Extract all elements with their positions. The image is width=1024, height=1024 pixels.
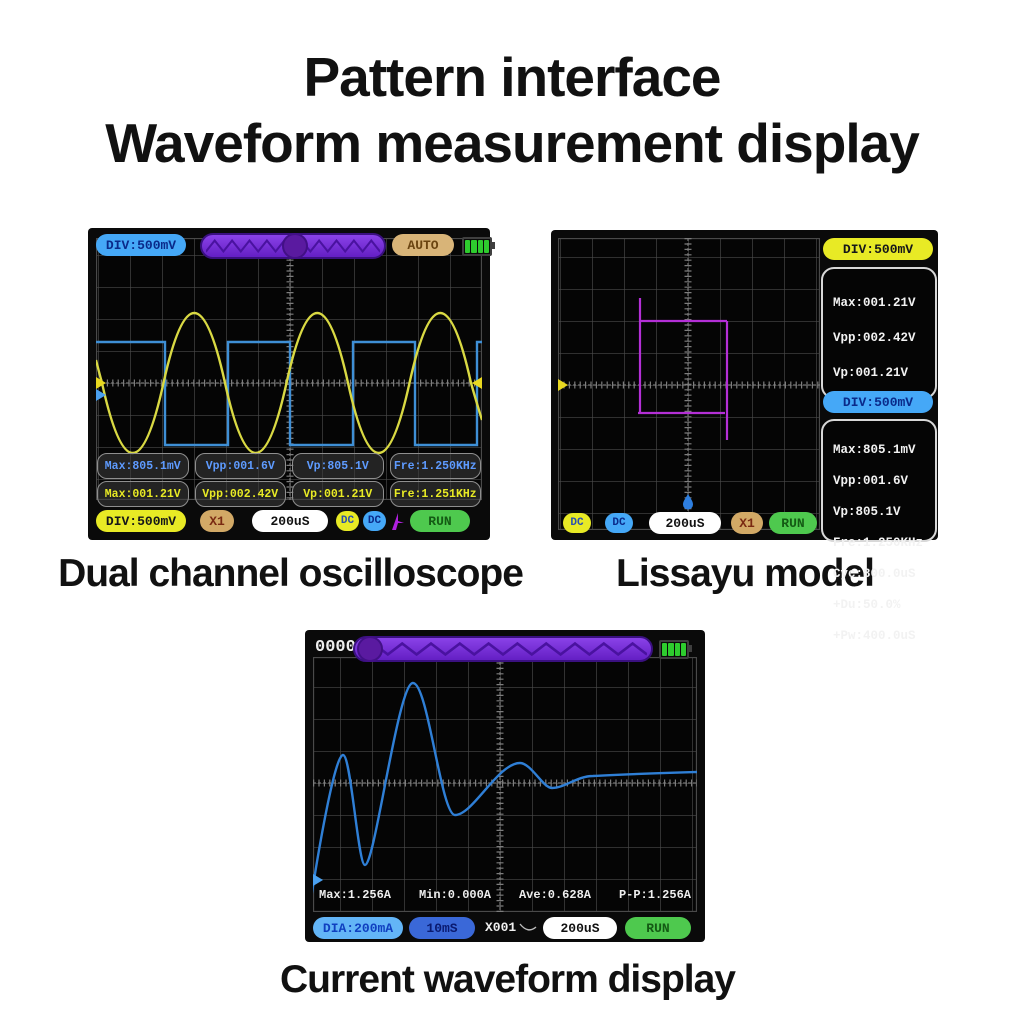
scope3-counter: 0000 bbox=[315, 638, 356, 657]
measurement-box: Vpp:002.42V bbox=[194, 481, 286, 507]
stat-line: Max:805.1mV bbox=[833, 442, 916, 457]
scope2-run-button[interactable]: RUN bbox=[769, 512, 817, 534]
current-waveform bbox=[313, 681, 697, 894]
ch1-level-marker-icon bbox=[96, 389, 106, 401]
scope2-timebase-button[interactable]: 200uS bbox=[649, 512, 721, 534]
scope2-x1-button[interactable]: X1 bbox=[731, 512, 763, 534]
lissajous-oscilloscope-screen: DIV:500mV Max:001.21V Vpp:002.42V Vp:001… bbox=[551, 230, 938, 643]
scope1-ch2-coupling-button[interactable]: DC bbox=[336, 511, 359, 531]
scope2-graticule-and-pattern bbox=[558, 238, 820, 530]
scope3-timebase2-button[interactable]: 200uS bbox=[543, 917, 617, 939]
scope2-ch2-volts-div-badge[interactable]: DIV:500mV bbox=[823, 238, 933, 260]
current-waveform-screen: 0000 Max:1.256A Min:0.000A Ave:0.628A P-… bbox=[305, 630, 705, 942]
measurement-box: Max:805.1mV bbox=[97, 453, 189, 479]
scope1-ch1-measurements: Max:805.1mV Vpp:001.6V Vp:805.1V Fre:1.2… bbox=[94, 453, 484, 479]
scope3-timebase1-button[interactable]: 10mS bbox=[409, 917, 475, 939]
measurement: P-P:1.256A bbox=[618, 888, 691, 902]
measurement-box: Vp:001.21V bbox=[292, 481, 384, 507]
scope3-multiplier-label: X001 bbox=[485, 920, 537, 935]
current-level-marker-icon bbox=[313, 874, 323, 886]
scope1-timebase-button[interactable]: 200uS bbox=[252, 510, 328, 532]
measurement-box: Fre:1.251KHz bbox=[389, 481, 481, 507]
scope3-measurements: Max:1.256A Min:0.000A Ave:0.628A P-P:1.2… bbox=[319, 888, 691, 902]
scope2-ch1-measurement-panel: Max:805.1mV Vpp:001.6V Vp:805.1V Fre:1.2… bbox=[821, 419, 937, 643]
scope2-ch1-coupling-button[interactable]: DC bbox=[605, 513, 633, 533]
scope2-ch2-coupling-button[interactable]: DC bbox=[563, 513, 591, 533]
scope1-x1-button[interactable]: X1 bbox=[200, 510, 234, 532]
scope1-caption: Dual channel oscilloscope bbox=[58, 552, 524, 595]
scope3-slider-knob[interactable] bbox=[357, 636, 383, 662]
battery-icon bbox=[659, 640, 692, 659]
stat-line: +Pw:400.0uS bbox=[833, 628, 916, 643]
battery-icon bbox=[462, 237, 495, 256]
scope1-horizontal-position-slider[interactable] bbox=[200, 233, 386, 259]
trigger-droplet-icon bbox=[683, 494, 693, 510]
scope3-caption: Current waveform display bbox=[280, 958, 736, 1001]
scope2-ch1-volts-div-badge[interactable]: DIV:500mV bbox=[823, 391, 933, 413]
measurement: Max:1.256A bbox=[319, 888, 392, 902]
cursor-swoosh-icon bbox=[519, 923, 537, 931]
measurement-box: Fre:1.250KHz bbox=[389, 453, 481, 479]
scope1-ch1-coupling-button[interactable]: DC bbox=[363, 511, 386, 531]
title-line-2: Waveform measurement display bbox=[105, 112, 920, 174]
scope3-current-div-button[interactable]: DIA:200mA bbox=[313, 917, 403, 939]
stat-line: Vp:001.21V bbox=[833, 365, 909, 380]
scope1-slider-knob[interactable] bbox=[282, 233, 308, 259]
scope3-graticule-and-waveform bbox=[313, 657, 697, 912]
dual-channel-oscilloscope-screen: DIV:500mV AUTO Max:805.1mV Vpp:001.6V Vp… bbox=[88, 228, 495, 540]
measurement-box: Vp:805.1V bbox=[292, 453, 384, 479]
scope1-volts-div-badge[interactable]: DIV:500mV bbox=[96, 234, 186, 256]
x-level-marker-icon bbox=[558, 379, 568, 391]
page-title: Pattern interface Waveform measurement d… bbox=[0, 44, 1024, 176]
ch2-level-marker-icon bbox=[96, 377, 106, 389]
square-wave-ch1 bbox=[96, 340, 482, 447]
stat-line: Max:001.21V bbox=[833, 295, 916, 310]
measurement-box: Vpp:001.6V bbox=[194, 453, 286, 479]
scope1-volts-div-button[interactable]: DIV:500mV bbox=[96, 510, 186, 532]
zigzag-pattern-icon bbox=[359, 641, 647, 657]
scope3-horizontal-position-slider[interactable] bbox=[353, 636, 653, 662]
trigger-icon bbox=[392, 513, 404, 530]
measurement-box: Max:001.21V bbox=[97, 481, 189, 507]
measurement: Ave:0.628A bbox=[518, 888, 591, 902]
scope1-auto-button[interactable]: AUTO bbox=[392, 234, 454, 256]
title-line-1: Pattern interface bbox=[303, 46, 721, 108]
scope2-ch2-measurement-panel: Max:001.21V Vpp:002.42V Vp:001.21V Rms:8… bbox=[821, 267, 937, 450]
stat-line: Vpp:001.6V bbox=[833, 473, 909, 488]
trigger-level-marker-icon bbox=[472, 377, 482, 389]
stat-line: Fre:1.250KHz bbox=[833, 535, 924, 550]
scope1-ch2-measurements: Max:001.21V Vpp:002.42V Vp:001.21V Fre:1… bbox=[94, 481, 484, 507]
stat-line: Vp:805.1V bbox=[833, 504, 901, 519]
stat-line: +Du:50.0% bbox=[833, 597, 901, 612]
sine-wave-ch2 bbox=[96, 312, 482, 454]
stat-line: Cyc:800.0uS bbox=[833, 566, 916, 581]
lissajous-pattern bbox=[638, 298, 729, 440]
scope2-caption: Lissayu model bbox=[616, 552, 875, 595]
scope1-run-button[interactable]: RUN bbox=[410, 510, 470, 532]
stat-line: Vpp:002.42V bbox=[833, 330, 916, 345]
measurement: Min:0.000A bbox=[418, 888, 491, 902]
scope3-run-button[interactable]: RUN bbox=[625, 917, 691, 939]
